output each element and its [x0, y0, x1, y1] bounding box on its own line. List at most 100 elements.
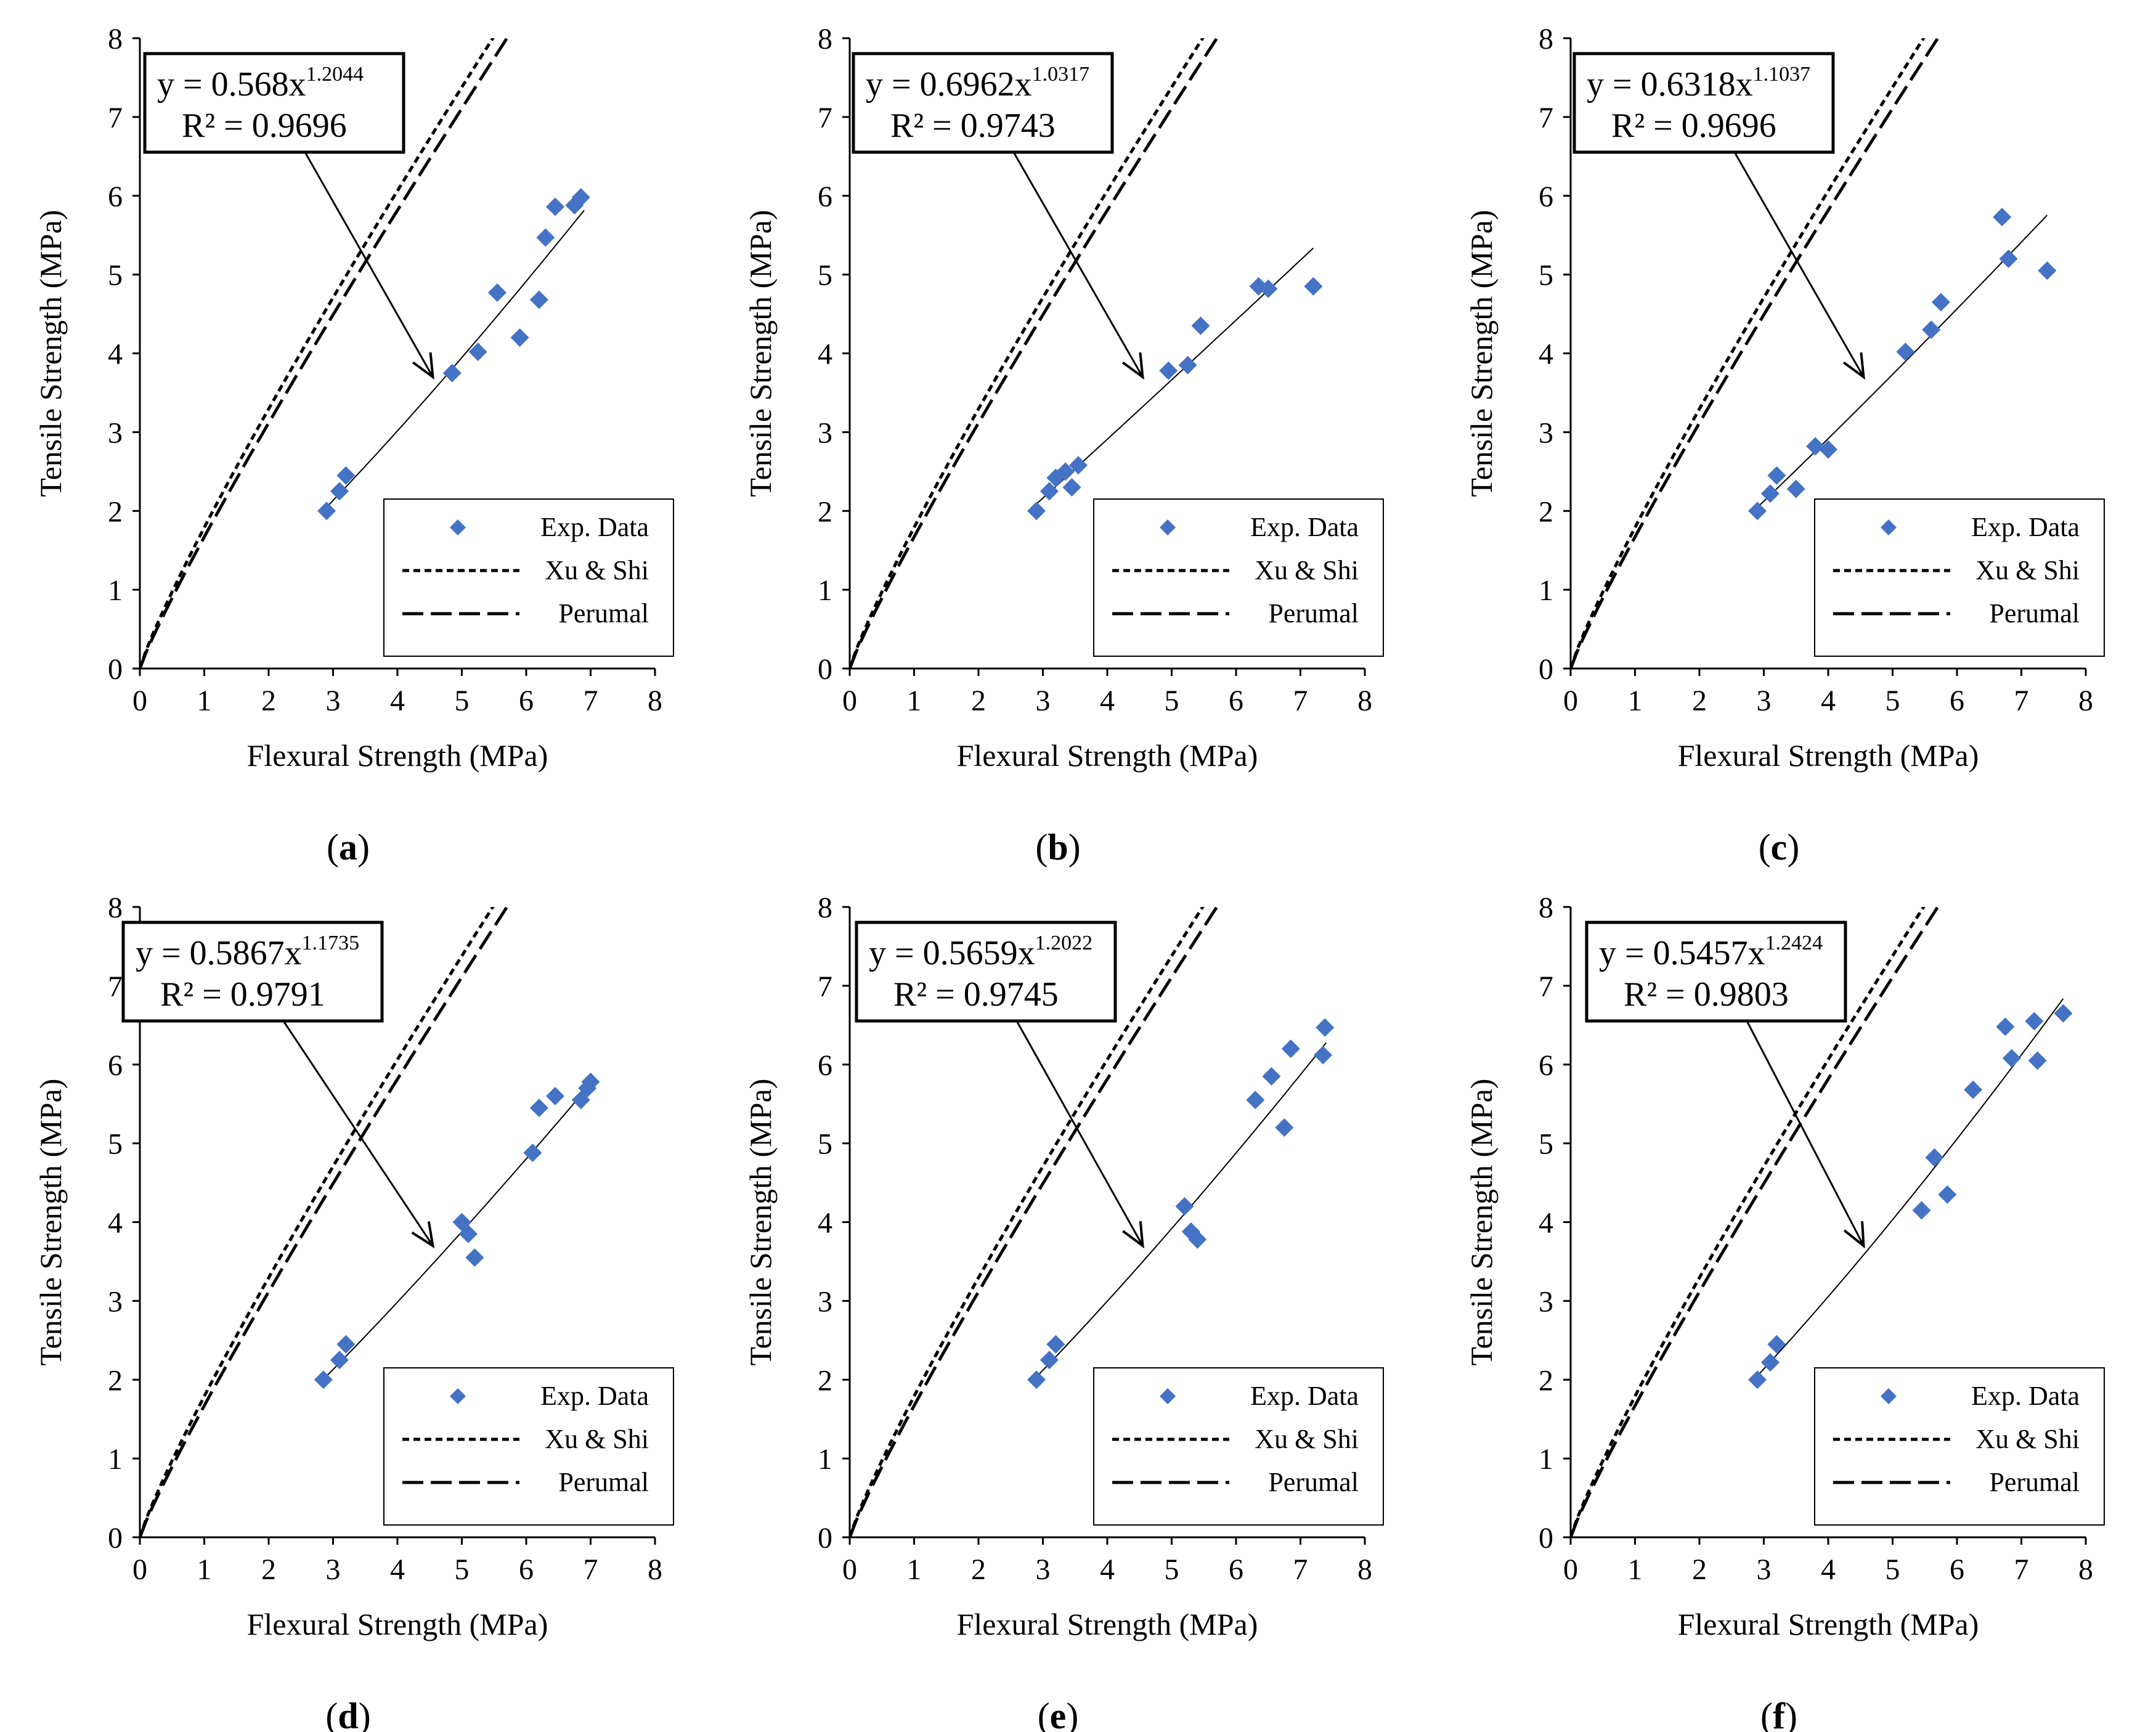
data-point [1027, 502, 1046, 521]
x-axis-title: Flexural Strength (MPa) [1678, 1607, 1979, 1641]
x-axis-title: Flexural Strength (MPa) [247, 1607, 548, 1641]
chart-panel-a: 0 1 2 3 4 5 6 7 8 0 1 2 3 4 5 6 7 8 Flexural Strength (MPa… [33, 23, 674, 868]
fit-equation-box [143, 52, 405, 154]
x-tick-label: 2 [971, 1553, 986, 1586]
x-tick-label: 5 [1885, 685, 1900, 717]
y-tick-label: 7 [1539, 102, 1553, 134]
data-point [581, 1072, 600, 1091]
data-point [465, 1248, 484, 1267]
chart-panel-c: 0 1 2 3 4 5 6 7 8 0 1 2 3 4 5 6 7 8 Flexural Strength (MPa… [1464, 23, 2105, 868]
legend-label-xu-shi: Xu & Shi [1255, 555, 1359, 585]
fit-equation-box [852, 52, 1114, 154]
panel-caption: (e) [1038, 1696, 1079, 1732]
chart-panel-b: 0 1 2 3 4 5 6 7 8 0 1 2 3 4 5 6 7 8 Flexural Strength (MPa… [743, 23, 1384, 868]
y-tick-label: 0 [108, 1522, 123, 1555]
x-tick-label: 8 [2078, 685, 2093, 717]
annotation-arrow-head [1842, 352, 1865, 380]
x-tick-label: 1 [197, 1553, 212, 1586]
data-point [336, 466, 356, 485]
data-point [1806, 437, 1825, 456]
x-tick-label: 4 [1821, 1553, 1836, 1586]
y-tick-label: 3 [108, 1285, 123, 1318]
series-line-xu-shi [140, 907, 495, 1537]
legend [1093, 498, 1384, 657]
annotation-arrow [1015, 1020, 1144, 1246]
y-tick-label: 6 [818, 181, 832, 213]
data-point [1262, 1067, 1281, 1086]
x-tick-label: 0 [132, 1553, 147, 1586]
data-point [529, 1099, 548, 1118]
legend-label-exp: Exp. Data [1250, 512, 1359, 542]
y-tick-label: 8 [1539, 892, 1553, 924]
data-point [2025, 1012, 2044, 1031]
y-tick-label: 5 [108, 259, 123, 292]
data-point [2054, 1004, 2073, 1023]
panel-caption: (f) [1760, 1696, 1797, 1732]
data-point [1999, 250, 2018, 269]
annotation-arrow-head [1121, 352, 1144, 380]
fit-r-squared: R² = 0.9745 [893, 975, 1059, 1014]
x-tick-label: 7 [1293, 685, 1308, 717]
x-tick-label: 7 [584, 1553, 598, 1586]
x-tick-label: 7 [584, 685, 598, 717]
y-tick-label: 2 [818, 1364, 832, 1397]
data-point [2028, 1051, 2047, 1070]
y-tick-label: 7 [818, 970, 832, 1003]
y-tick-label: 4 [108, 338, 123, 371]
legend-label-xu-shi: Xu & Shi [545, 1424, 649, 1454]
y-tick-label: 1 [1539, 1443, 1553, 1476]
chart-panel-e: 0 1 2 3 4 5 6 7 8 0 1 2 3 4 5 6 7 8 Flexural Strength (MPa… [743, 892, 1384, 1732]
x-tick-label: 3 [1036, 1553, 1051, 1586]
y-tick-label: 8 [818, 23, 832, 55]
x-tick-label: 2 [261, 1553, 276, 1586]
data-point [330, 482, 349, 501]
data-point [1275, 1118, 1294, 1137]
legend-marker-exp [1881, 1388, 1897, 1404]
data-point [1056, 462, 1075, 481]
y-tick-label: 3 [1539, 1285, 1553, 1318]
y-tick-label: 6 [1539, 181, 1553, 213]
y-tick-label: 2 [1539, 495, 1553, 528]
annotation-arrow [304, 152, 434, 378]
legend-marker-exp [1160, 1388, 1176, 1404]
data-point [1922, 320, 1941, 339]
series-line-perumal [1571, 38, 1940, 669]
y-axis-title: Tensile Strength (MPa) [33, 210, 68, 497]
data-point [1767, 1335, 1786, 1354]
y-tick-label: 7 [818, 102, 832, 134]
data-point [442, 364, 462, 383]
data-point [546, 1086, 565, 1105]
x-tick-label: 2 [1692, 1553, 1707, 1586]
y-tick-label: 8 [818, 892, 832, 924]
x-axis-title: Flexural Strength (MPa) [957, 1607, 1258, 1641]
x-tick-label: 8 [1357, 685, 1372, 717]
y-tick-label: 4 [1539, 1207, 1553, 1240]
data-point [546, 197, 565, 216]
y-tick-label: 4 [818, 1207, 832, 1240]
data-point [1993, 208, 2012, 227]
y-tick-label: 5 [818, 1128, 832, 1161]
data-point [1246, 1091, 1265, 1110]
fit-equation-box [1572, 52, 1835, 154]
data-point [1912, 1201, 1931, 1220]
x-tick-label: 3 [1757, 1553, 1772, 1586]
y-tick-label: 2 [108, 495, 123, 528]
x-axis-title: Flexural Strength (MPa) [957, 738, 1258, 773]
data-point [571, 188, 590, 207]
y-tick-label: 1 [108, 574, 123, 607]
x-tick-label: 8 [2078, 1553, 2093, 1586]
y-tick-label: 5 [108, 1128, 123, 1161]
series-line-xu-shi [1571, 907, 1926, 1537]
data-point [1191, 316, 1210, 335]
data-point [1931, 293, 1950, 312]
data-point [1748, 1370, 1767, 1389]
y-axis-title: Tensile Strength (MPa) [33, 1079, 68, 1366]
fit-equation: y = 0.5457x1.2424 [1599, 932, 1823, 972]
series-line-perumal [850, 907, 1219, 1537]
data-point [1314, 1046, 1333, 1065]
x-tick-label: 2 [971, 685, 986, 717]
y-tick-label: 4 [818, 338, 832, 371]
y-tick-label: 6 [108, 1049, 123, 1082]
data-point [1996, 1017, 2015, 1036]
x-tick-label: 8 [1357, 1553, 1372, 1586]
